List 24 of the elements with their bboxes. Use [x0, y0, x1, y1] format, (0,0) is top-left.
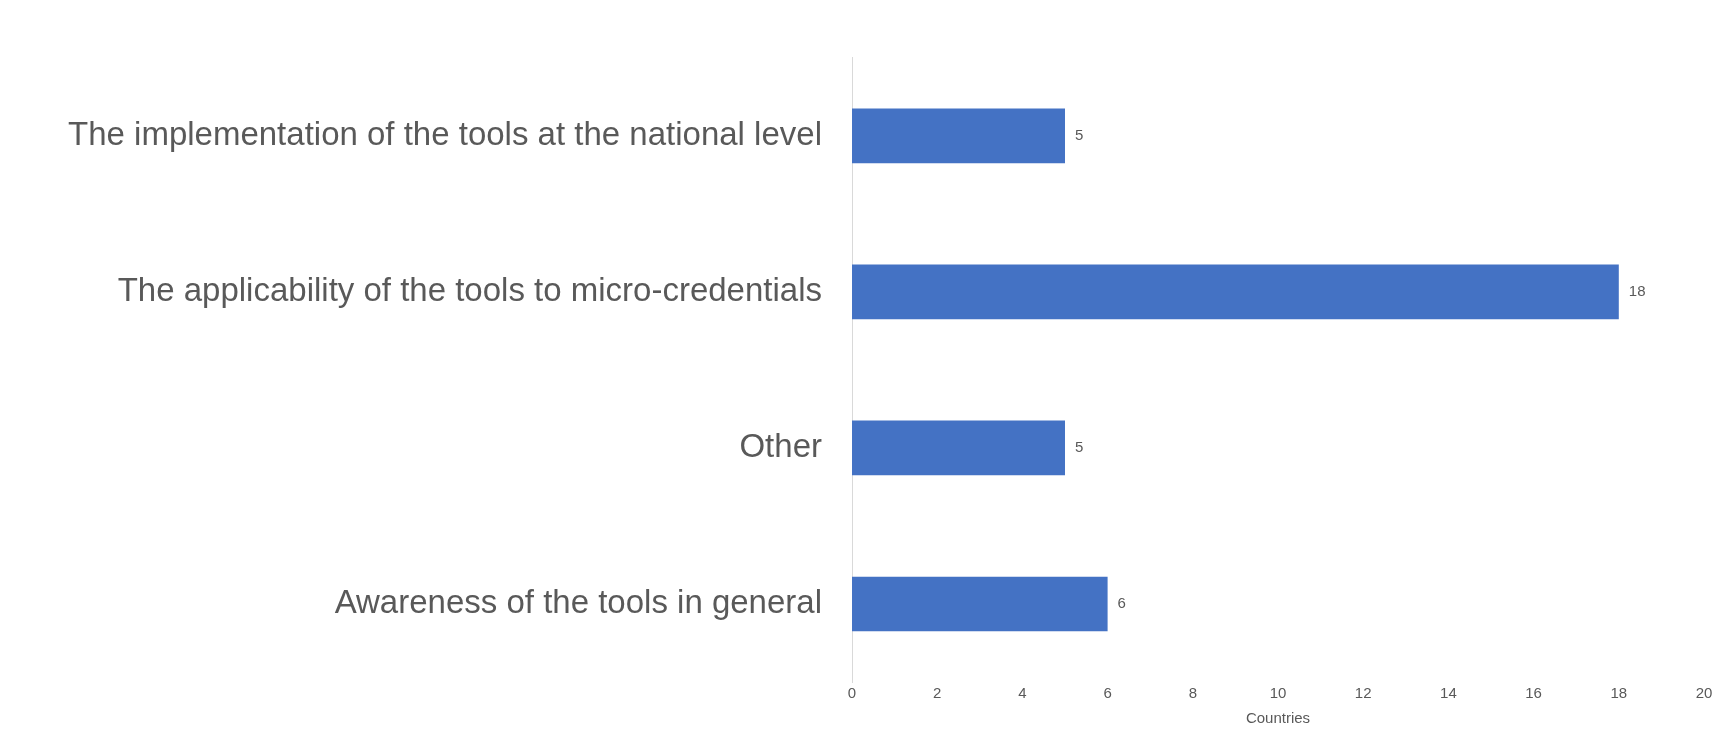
x-tick-label: 20: [1695, 684, 1713, 702]
x-tick-label: 0: [847, 684, 857, 702]
data-label: 5: [1075, 438, 1084, 456]
x-tick-label: 14: [1440, 684, 1457, 702]
bar: [852, 264, 1619, 320]
x-axis-title: Countries: [1245, 709, 1311, 727]
x-tick-label: 18: [1610, 684, 1628, 702]
x-tick-label: 2: [933, 684, 942, 702]
x-tick-label: 4: [1018, 684, 1027, 702]
bar: [852, 576, 1108, 632]
bar: [852, 108, 1065, 164]
x-tick-label: 10: [1269, 684, 1287, 702]
data-label: 6: [1117, 594, 1126, 612]
y-tick-label: The implementation of the tools at the national level: [68, 114, 822, 152]
data-label: 5: [1075, 125, 1084, 143]
bar: [852, 420, 1065, 476]
x-tick-label: 12: [1354, 684, 1372, 702]
y-tick-label: Other: [739, 427, 822, 465]
y-tick-label: The applicability of the tools to micro-credentials: [117, 270, 822, 308]
x-tick-label: 6: [1103, 684, 1112, 702]
y-tick-label: Awareness of the tools in general: [334, 583, 822, 621]
data-label: 18: [1628, 282, 1646, 300]
x-tick-label: 8: [1188, 684, 1197, 702]
x-tick-label: 16: [1525, 684, 1542, 702]
